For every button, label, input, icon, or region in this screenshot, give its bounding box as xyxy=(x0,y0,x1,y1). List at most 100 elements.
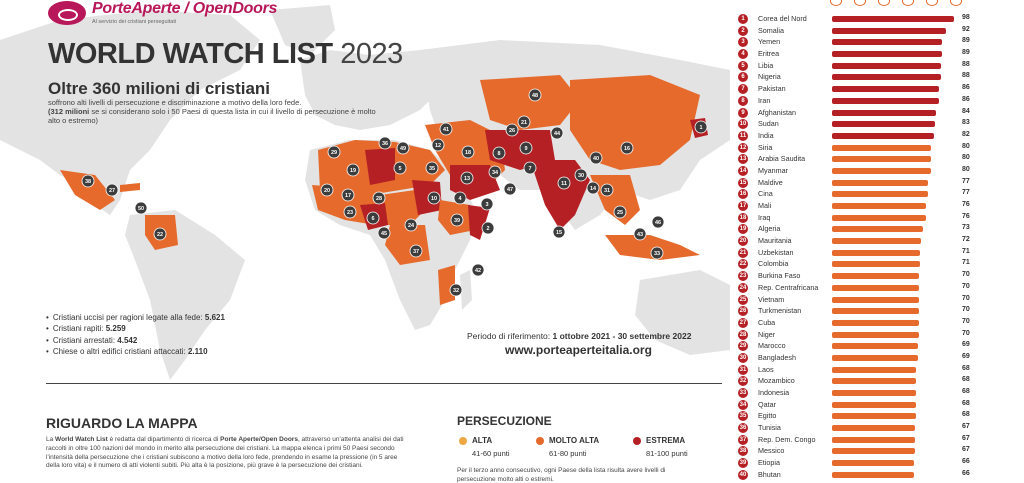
score-value: 70 xyxy=(962,317,970,325)
ranking-row: 26 Turkmenistan 70 xyxy=(738,305,974,317)
score-value: 69 xyxy=(962,352,970,360)
map-pin: 16 xyxy=(620,141,634,155)
svg-text:18: 18 xyxy=(465,150,471,156)
svg-text:36: 36 xyxy=(382,141,388,147)
country-name: Rep. Centrafricana xyxy=(758,282,819,292)
score-value: 67 xyxy=(962,423,970,431)
country-name: Myanmar xyxy=(758,165,788,175)
country-name: Niger xyxy=(758,329,776,339)
score-bar xyxy=(832,27,947,34)
ranking-row: 24 Rep. Centrafricana 70 xyxy=(738,282,974,294)
score-bar xyxy=(832,144,932,151)
score-value: 71 xyxy=(962,247,970,255)
score-bar xyxy=(832,238,922,245)
country-name: Bangladesh xyxy=(758,352,796,362)
score-value: 88 xyxy=(962,72,970,80)
score-bar xyxy=(832,179,928,186)
svg-text:13: 13 xyxy=(464,176,470,182)
score-value: 70 xyxy=(962,306,970,314)
map-pin: 25 xyxy=(613,205,627,219)
country-name: Libia xyxy=(758,60,774,70)
svg-text:45: 45 xyxy=(381,231,387,237)
score-value: 67 xyxy=(962,434,970,442)
legend-very-high: MOLTO ALTA 61-80 punti xyxy=(536,436,599,458)
australia xyxy=(635,270,730,355)
rank-badge: 15 xyxy=(738,177,748,188)
score-value: 70 xyxy=(962,271,970,279)
country-name: Mozambico xyxy=(758,376,795,386)
madagascar xyxy=(460,270,472,310)
score-bar xyxy=(832,132,934,139)
ranking-row: 21 Uzbekistan 71 xyxy=(738,247,974,259)
score-bar xyxy=(832,319,919,326)
score-value: 88 xyxy=(962,60,970,68)
score-bar xyxy=(832,39,943,46)
score-bar xyxy=(832,86,939,93)
country-name: Turkmenistan xyxy=(758,306,802,316)
map-pin: 46 xyxy=(651,215,665,229)
score-bar xyxy=(832,471,914,478)
intro-text: soffrono alti livelli di persecuzione e … xyxy=(48,98,378,125)
fish-logo-icon xyxy=(48,0,86,25)
ranking-row: 15 Maldive 77 xyxy=(738,177,974,189)
svg-text:3: 3 xyxy=(485,202,488,208)
score-value: 80 xyxy=(962,142,970,150)
ranking-row: 20 Mauritania 72 xyxy=(738,235,974,247)
rank-badge: 29 xyxy=(738,341,748,352)
score-value: 98 xyxy=(962,14,970,21)
rank-badge: 2 xyxy=(738,25,748,36)
country-name: Afghanistan xyxy=(758,107,796,117)
score-bar xyxy=(832,354,918,361)
rank-badge: 32 xyxy=(738,376,748,387)
ranking-row: 4 Eritrea 89 xyxy=(738,48,974,60)
svg-text:49: 49 xyxy=(400,146,406,152)
map-pin: 4 xyxy=(453,191,467,205)
score-bar xyxy=(832,331,919,338)
score-value: 72 xyxy=(962,236,970,244)
country-name: India xyxy=(758,130,774,140)
score-value: 66 xyxy=(962,458,970,466)
category-icon xyxy=(878,0,890,6)
score-bar xyxy=(832,460,914,467)
country-name: Siria xyxy=(758,142,773,152)
ranking-row: 40 Bhutan 66 xyxy=(738,469,974,481)
rank-badge: 25 xyxy=(738,294,748,305)
category-icon xyxy=(830,0,842,6)
svg-text:23: 23 xyxy=(347,210,353,216)
ranking-row: 34 Qatar 68 xyxy=(738,399,974,411)
about-title: RIGUARDO LA MAPPA xyxy=(46,415,198,431)
rank-badge: 8 xyxy=(738,95,748,106)
country-name: Corea del Nord xyxy=(758,14,807,23)
ranking-row: 28 Niger 70 xyxy=(738,329,974,341)
map-pin: 39 xyxy=(450,213,464,227)
map-pin: 3 xyxy=(480,197,494,211)
svg-text:30: 30 xyxy=(578,173,584,179)
country-name: Iran xyxy=(758,95,771,105)
score-bar xyxy=(832,226,923,233)
website-link[interactable]: www.porteaperteitalia.org xyxy=(505,343,652,357)
svg-text:33: 33 xyxy=(654,251,660,257)
country-name: Mali xyxy=(758,201,772,210)
libya-region xyxy=(365,148,395,185)
ranking-row: 13 Arabia Saudita 80 xyxy=(738,153,974,165)
svg-text:8: 8 xyxy=(497,151,500,157)
score-value: 68 xyxy=(962,388,970,395)
country-name: Somalia xyxy=(758,25,784,35)
score-value: 86 xyxy=(962,84,970,92)
country-name: Eritrea xyxy=(758,49,780,59)
score-value: 92 xyxy=(962,25,970,33)
score-value: 70 xyxy=(962,294,970,302)
score-bar xyxy=(832,425,916,432)
rank-badge: 24 xyxy=(738,282,748,293)
rank-badge: 35 xyxy=(738,411,748,422)
country-name: Etiopia xyxy=(758,458,780,468)
score-bar xyxy=(832,296,919,303)
ranking-row: 31 Laos 68 xyxy=(738,364,974,376)
rank-badge: 27 xyxy=(738,317,748,328)
svg-text:7: 7 xyxy=(528,166,531,172)
rank-badge: 39 xyxy=(738,458,748,469)
sudan-region xyxy=(412,180,442,215)
score-bar xyxy=(832,97,939,104)
rank-badge: 12 xyxy=(738,142,748,153)
intro-line: soffrono alti livelli di persecuzione e … xyxy=(48,98,302,107)
